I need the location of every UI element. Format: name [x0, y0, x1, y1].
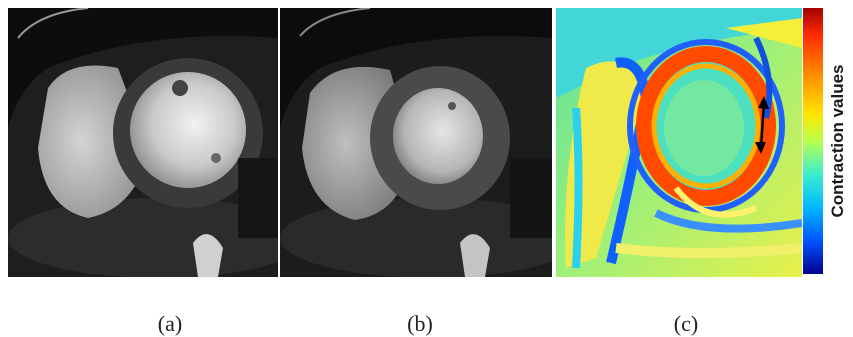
double-headed-arrow-icon — [755, 96, 769, 154]
mri-image-b — [280, 8, 552, 277]
colorbar — [803, 8, 823, 274]
colorbar-label: Contraction values — [828, 64, 847, 218]
caption-b: (b) — [407, 311, 433, 336]
caption-c: (c) — [673, 311, 699, 336]
mri-image-a — [8, 8, 278, 277]
caption-a: (a) — [157, 311, 183, 336]
contraction-map — [556, 8, 802, 277]
